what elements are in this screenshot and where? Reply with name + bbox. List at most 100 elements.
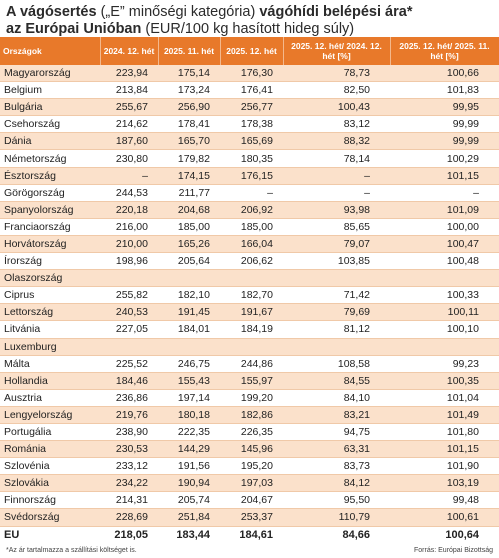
table-row: Lengyelország 219,76 180,18 182,86 83,21 101,… (0, 406, 499, 424)
value-cell: 244,53 (100, 184, 158, 202)
value-cell: 78,14 (283, 149, 390, 168)
value-cell: 101,80 (390, 423, 499, 442)
value-cell: 101,04 (390, 389, 499, 407)
table-row: Görögország 244,53 211,77– – – (0, 184, 499, 202)
table-row: Hollandia 184,46 155,43 155,97 84,55 100,35 (0, 372, 499, 390)
table-row: Horvátország 210,00 165,26 166,04 79,07 100,4… (0, 235, 499, 254)
value-cell: – (283, 167, 390, 185)
value-cell: 246,75 (158, 355, 220, 373)
value-cell: – (220, 184, 283, 202)
value-cell: 100,47 (390, 235, 499, 254)
value-cell: 78,73 (283, 65, 390, 83)
value-cell: 179,82 (158, 149, 220, 168)
value-cell: 100,11 (390, 303, 499, 322)
value-cell: 101,15 (390, 167, 499, 185)
value-cell: 197,03 (220, 474, 283, 493)
value-cell: 240,53 (100, 303, 158, 322)
value-cell: 101,09 (390, 201, 499, 219)
value-cell: 182,10 (158, 286, 220, 305)
value-cell: 185,00 (220, 218, 283, 236)
value-cell: 176,41 (220, 81, 283, 100)
value-cell: 190,94 (158, 474, 220, 493)
table-row: Lettország 240,53 191,45 191,67 79,69 100,11 (0, 303, 499, 322)
column-header: 2025. 11. hét (158, 37, 221, 65)
country-cell: Svédország (0, 508, 100, 527)
country-cell: Románia (0, 440, 100, 459)
country-cell: Ausztria (0, 389, 100, 407)
empty-cell (158, 269, 220, 288)
value-cell: 210,00 (100, 235, 158, 254)
value-cell: 100,43 (283, 98, 390, 117)
value-cell: 84,10 (283, 389, 390, 407)
value-cell: 79,07 (283, 235, 390, 254)
value-cell: 166,04 (220, 235, 283, 254)
table-row: Ciprus 255,82 182,10 182,70 71,42 100,33 (0, 286, 499, 305)
value-cell: 100,35 (390, 372, 499, 390)
value-cell: 83,21 (283, 406, 390, 424)
value-cell: 233,12 (100, 457, 158, 476)
country-cell: Belgium (0, 81, 100, 100)
table-body: Magyarország 223,94 175,14 176,30 78,73 100,6… (0, 65, 499, 543)
table-row: Németország 230,80 179,82 180,35 78,14 100,29 (0, 149, 499, 168)
value-cell: 253,37 (220, 508, 283, 527)
value-cell: 191,67 (220, 303, 283, 322)
value-cell: – (283, 184, 390, 202)
value-cell: 100,29 (390, 149, 499, 168)
footnote: *Az ár tartalmazza a szállítási költsége… (6, 546, 137, 554)
value-cell: 236,86 (100, 389, 158, 407)
empty-cell (390, 338, 499, 356)
value-cell: 84,55 (283, 372, 390, 390)
value-cell: 184,46 (100, 372, 158, 390)
price-table: Országok 2024. 12. hét 2025. 11. hét 2025. … (0, 37, 499, 543)
value-cell: 101,49 (390, 406, 499, 424)
source: Forrás: Európai Bizottság (414, 546, 493, 554)
value-cell: 211,77 (158, 184, 220, 202)
value-cell: 174,15 (158, 167, 220, 185)
country-cell: EU (4, 528, 20, 541)
table-row: Dánia 187,60 165,70 165,69 88,32 99,99 (0, 132, 499, 151)
table-row: Málta 225,52 246,75 244,86 108,58 99,23 (0, 355, 499, 373)
value-cell: 63,31 (283, 440, 390, 459)
title-part: („E” minőségi kategória) (100, 4, 256, 20)
footer: *Az ár tartalmazza a szállítási költsége… (0, 543, 499, 554)
value-cell: 204,68 (158, 201, 220, 219)
empty-cell (100, 338, 158, 356)
value-cell: 195,20 (220, 457, 283, 476)
value-cell: 100,48 (390, 252, 499, 271)
country-cell: Ciprus (0, 286, 100, 305)
value-cell: 204,67 (220, 491, 283, 510)
table-row: Olaszország (0, 269, 499, 288)
value-cell: 228,69 (100, 508, 158, 527)
country-cell: Franciaország (0, 218, 100, 236)
country-cell: Írország (0, 252, 100, 271)
value-cell: 191,45 (158, 303, 220, 322)
country-cell: Szlovákia (0, 474, 100, 493)
table-row: Magyarország 223,94 175,14 176,30 78,73 100,6… (0, 65, 499, 83)
value-cell: 238,90 (100, 423, 158, 442)
value-cell: 225,52 (100, 355, 158, 373)
value-cell: 144,29 (158, 440, 220, 459)
value-cell: 187,60 (100, 132, 158, 151)
value-cell: 227,05 (100, 320, 158, 339)
value-cell: 184,19 (220, 320, 283, 339)
value-cell: 176,30 (220, 65, 283, 83)
value-cell: – (390, 184, 499, 202)
value-cell: 206,92 (220, 201, 283, 219)
title: A vágósertés („E” minőségi kategória) vá… (0, 0, 499, 37)
value-cell: 145,96 (220, 440, 283, 459)
value-cell: 88,32 (283, 132, 390, 151)
value-cell: 101,15 (390, 440, 499, 459)
value-cell: 103,85 (283, 252, 390, 271)
value-cell: 95,50 (283, 491, 390, 510)
value-cell: 230,53 (100, 440, 158, 459)
value-cell: 182,70 (220, 286, 283, 305)
value-cell: 205,64 (158, 252, 220, 271)
value-cell: 180,18 (158, 406, 220, 424)
column-header: 2024. 12. hét (100, 37, 159, 65)
value-cell: 191,56 (158, 457, 220, 476)
value-cell: 197,14 (158, 389, 220, 407)
value-cell: 184,01 (158, 320, 220, 339)
value-cell: – (100, 167, 158, 185)
value-cell: 99,48 (390, 491, 499, 510)
